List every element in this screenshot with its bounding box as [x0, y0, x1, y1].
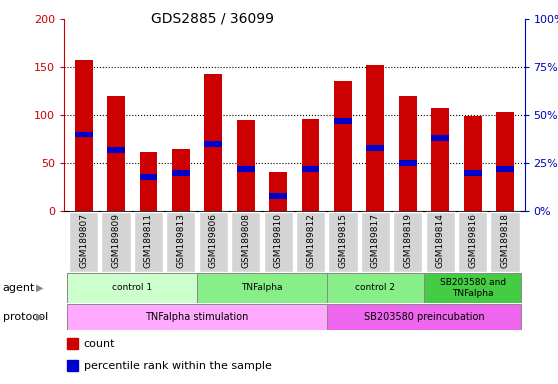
- FancyBboxPatch shape: [327, 304, 521, 330]
- Bar: [431, 136, 449, 141]
- Bar: [431, 108, 449, 211]
- Text: agent: agent: [3, 283, 35, 293]
- Bar: [140, 152, 157, 211]
- Bar: [172, 170, 190, 176]
- Bar: [269, 193, 287, 199]
- Bar: [334, 81, 352, 211]
- FancyBboxPatch shape: [69, 212, 98, 272]
- FancyBboxPatch shape: [424, 273, 521, 303]
- Text: GSM189816: GSM189816: [468, 213, 477, 268]
- Text: GSM189811: GSM189811: [144, 213, 153, 268]
- Bar: [140, 174, 157, 180]
- Bar: [399, 161, 417, 166]
- Bar: [75, 61, 93, 211]
- Bar: [172, 149, 190, 211]
- Text: GSM189810: GSM189810: [273, 213, 283, 268]
- FancyBboxPatch shape: [426, 212, 455, 272]
- FancyBboxPatch shape: [134, 212, 163, 272]
- FancyBboxPatch shape: [296, 212, 325, 272]
- FancyBboxPatch shape: [102, 212, 131, 272]
- Text: GSM189814: GSM189814: [436, 213, 445, 268]
- Text: GSM189813: GSM189813: [176, 213, 185, 268]
- FancyBboxPatch shape: [329, 212, 358, 272]
- Bar: [67, 360, 78, 371]
- Bar: [67, 338, 78, 349]
- Bar: [496, 113, 514, 211]
- Text: control 2: control 2: [355, 283, 396, 293]
- Text: GSM189819: GSM189819: [403, 213, 412, 268]
- Text: TNFalpha: TNFalpha: [241, 283, 283, 293]
- Bar: [367, 145, 384, 151]
- Text: TNFalpha stimulation: TNFalpha stimulation: [146, 312, 249, 322]
- Text: ▶: ▶: [36, 312, 44, 322]
- Text: GDS2885 / 36099: GDS2885 / 36099: [151, 12, 273, 25]
- Text: SB203580 and
TNFalpha: SB203580 and TNFalpha: [440, 278, 506, 298]
- Bar: [269, 172, 287, 211]
- Text: GSM189815: GSM189815: [339, 213, 348, 268]
- FancyBboxPatch shape: [490, 212, 519, 272]
- Text: GSM189812: GSM189812: [306, 213, 315, 268]
- FancyBboxPatch shape: [68, 273, 197, 303]
- Bar: [237, 166, 254, 172]
- FancyBboxPatch shape: [327, 273, 424, 303]
- Bar: [107, 147, 125, 153]
- FancyBboxPatch shape: [458, 212, 487, 272]
- Bar: [204, 141, 222, 147]
- Bar: [399, 96, 417, 211]
- FancyBboxPatch shape: [166, 212, 195, 272]
- Bar: [334, 118, 352, 124]
- Bar: [204, 74, 222, 211]
- Text: count: count: [84, 339, 115, 349]
- Text: GSM189807: GSM189807: [79, 213, 88, 268]
- FancyBboxPatch shape: [197, 273, 327, 303]
- Bar: [302, 119, 320, 211]
- Text: SB203580 preincubation: SB203580 preincubation: [364, 312, 484, 322]
- Text: GSM189817: GSM189817: [371, 213, 380, 268]
- Text: percentile rank within the sample: percentile rank within the sample: [84, 361, 271, 371]
- FancyBboxPatch shape: [263, 212, 293, 272]
- Text: GSM189809: GSM189809: [112, 213, 121, 268]
- Text: GSM189808: GSM189808: [241, 213, 250, 268]
- Text: protocol: protocol: [3, 312, 48, 322]
- Text: control 1: control 1: [112, 283, 152, 293]
- FancyBboxPatch shape: [231, 212, 260, 272]
- FancyBboxPatch shape: [68, 304, 327, 330]
- Bar: [237, 120, 254, 211]
- Bar: [464, 170, 482, 176]
- Bar: [367, 65, 384, 211]
- Bar: [302, 166, 320, 172]
- Bar: [496, 166, 514, 172]
- FancyBboxPatch shape: [393, 212, 422, 272]
- Bar: [107, 96, 125, 211]
- Text: ▶: ▶: [36, 283, 44, 293]
- FancyBboxPatch shape: [361, 212, 390, 272]
- Text: GSM189818: GSM189818: [501, 213, 509, 268]
- FancyBboxPatch shape: [199, 212, 228, 272]
- Text: GSM189806: GSM189806: [209, 213, 218, 268]
- Bar: [464, 116, 482, 211]
- Bar: [75, 132, 93, 137]
